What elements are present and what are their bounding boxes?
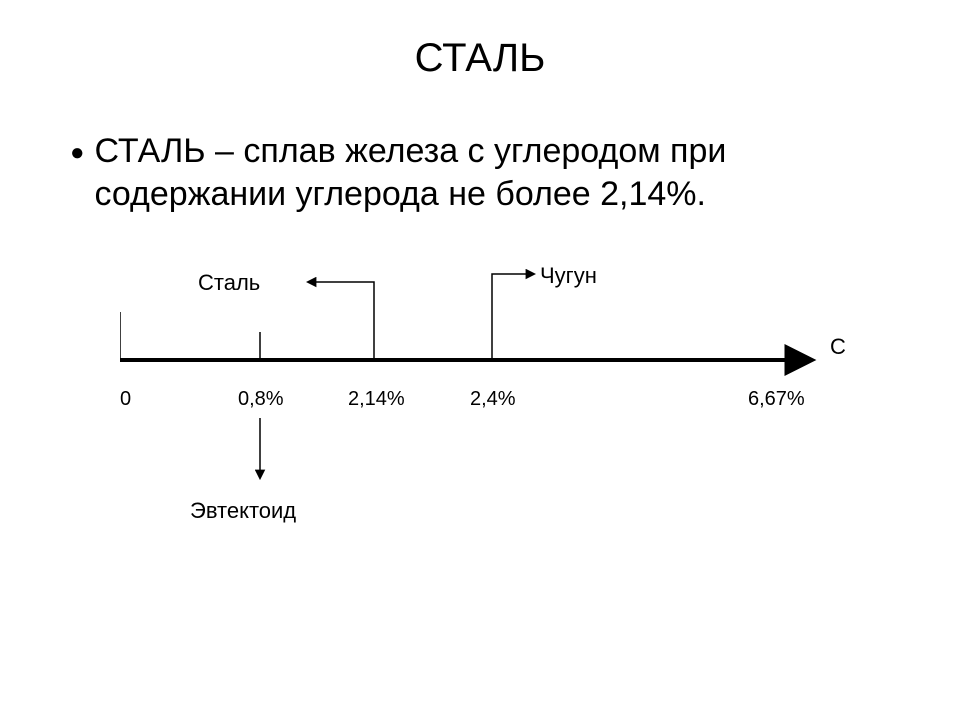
- definition-text: СТАЛЬ – сплав железа с углеродом при сод…: [95, 130, 901, 215]
- page-title: СТАЛЬ: [0, 36, 960, 81]
- tick-label-0: 0: [120, 388, 131, 410]
- steel-range-arrow: [308, 282, 374, 360]
- tick-label-0-8: 0,8%: [238, 388, 284, 410]
- axis-label: C: [830, 334, 846, 359]
- steel-label: Сталь: [198, 270, 260, 295]
- carbon-content-diagram: C 0 0,8% 2,14% 2,4% 6,67% Сталь Чугун Эв…: [120, 260, 860, 620]
- eutectoid-label: Эвтектоид: [190, 498, 296, 523]
- tick-label-6-67: 6,67%: [748, 388, 805, 410]
- slide: СТАЛЬ ● СТАЛЬ – сплав железа с углеродом…: [0, 0, 960, 720]
- cast-iron-range-arrow: [492, 274, 534, 360]
- bullet-dot-icon: ●: [70, 136, 85, 170]
- cast-iron-label: Чугун: [540, 263, 597, 288]
- definition-bullet: ● СТАЛЬ – сплав железа с углеродом при с…: [70, 130, 900, 215]
- tick-label-2-4: 2,4%: [470, 388, 516, 410]
- tick-label-2-14: 2,14%: [348, 388, 405, 410]
